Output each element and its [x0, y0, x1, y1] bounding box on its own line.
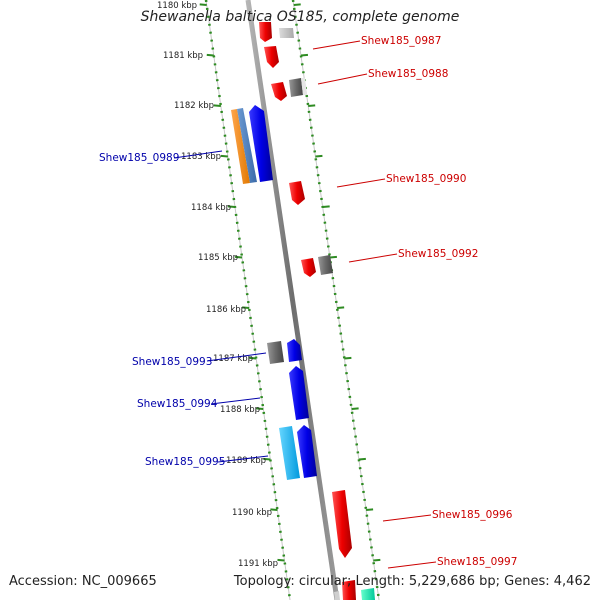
- scale-tick-mark: [308, 104, 316, 107]
- scale-tick-label: 1180 kbp: [157, 1, 197, 11]
- scale-tick-mark: [249, 356, 257, 360]
- genome-backbone: [245, 0, 340, 600]
- scale-tick-mark: [242, 306, 250, 309]
- scale-tick-label: 1184 kbp: [191, 203, 231, 213]
- gene-label[interactable]: Shew185_0989: [99, 152, 179, 164]
- gene-feature-shew185-0987[interactable]: [264, 46, 279, 68]
- scale-tick-mark: [220, 154, 228, 158]
- leader-lines: [173, 40, 437, 569]
- gene-label[interactable]: Shew185_0987: [361, 35, 441, 47]
- gene-label[interactable]: Shew185_0992: [398, 248, 478, 260]
- scale-tick-mark: [300, 53, 309, 57]
- scale-tick-mark: [199, 3, 207, 6]
- scale-tick-mark: [206, 53, 214, 57]
- scale-tick-mark: [293, 3, 301, 6]
- scale-tick-label: 1187 kbp: [213, 354, 253, 364]
- gene-feature-shew185-0994[interactable]: [289, 366, 309, 420]
- gene-feature-red[interactable]: [259, 22, 272, 42]
- scale-tick-mark: [344, 356, 352, 360]
- gene-feature-shew185-0997[interactable]: [342, 580, 356, 600]
- scale-ticks-right: [293, 3, 381, 562]
- scale-tick-mark: [213, 104, 221, 107]
- gene-label[interactable]: Shew185_0993: [132, 356, 212, 368]
- scale-tick-mark: [358, 457, 366, 461]
- genome-title: Shewanella baltica OS185, complete genom…: [140, 9, 460, 25]
- scale-tick-mark: [270, 508, 278, 511]
- scale-tick-mark: [366, 508, 374, 511]
- scale-tick-label: 1186 kbp: [206, 305, 246, 315]
- accession-label: Accession: NC_009665: [9, 574, 157, 589]
- gene-feature-shew185-0995[interactable]: [279, 426, 300, 480]
- scale-ticks-left: [199, 3, 285, 562]
- scale-tick-mark: [315, 154, 323, 158]
- gene-feature-lightgray[interactable]: [301, 78, 307, 95]
- gene-label[interactable]: Shew185_0990: [386, 173, 466, 185]
- scale-tick-mark: [337, 306, 345, 309]
- genome-summary: Topology: circular; Length: 5,229,686 bp…: [233, 574, 591, 589]
- gene-label[interactable]: Shew185_0997: [437, 556, 517, 568]
- scale-tick-mark: [277, 558, 285, 562]
- scale-tick-mark: [227, 205, 236, 208]
- gene-label[interactable]: Shew185_0996: [432, 509, 513, 521]
- gene-feature-blue[interactable]: [297, 425, 317, 478]
- gene-feature-lightgray[interactable]: [279, 28, 294, 38]
- scale-tick-label: 1181 kbp: [163, 51, 203, 61]
- scale-tick-mark: [373, 558, 381, 562]
- scale-tick-label: 1185 kbp: [198, 253, 238, 263]
- gene-feature-shew185-0990[interactable]: [289, 181, 305, 205]
- gene-feature-red[interactable]: [271, 82, 287, 101]
- scale-tick-mark: [234, 255, 243, 259]
- scale-tick-mark: [263, 457, 271, 461]
- gene-feature-lightgray[interactable]: [334, 591, 340, 600]
- gene-feature-teal[interactable]: [361, 588, 375, 600]
- gene-feature-blue[interactable]: [249, 105, 273, 182]
- scale-tick-label: 1183 kbp: [181, 152, 221, 162]
- gene-feature-shew185-0996[interactable]: [332, 490, 352, 558]
- scale-tick-label: 1182 kbp: [174, 101, 214, 111]
- scale-track-right: [291, 0, 381, 600]
- gene-label[interactable]: Shew185_0988: [368, 68, 448, 80]
- gene-feature-shew185-0992[interactable]: [318, 255, 333, 275]
- scale-track-left: [204, 0, 292, 600]
- gene-label[interactable]: Shew185_0994: [137, 398, 218, 410]
- scale-tick-mark: [329, 255, 337, 259]
- scale-tick-mark: [351, 407, 359, 410]
- scale-tick-label: 1191 kbp: [238, 559, 278, 569]
- scale-tick-label: 1188 kbp: [220, 405, 260, 415]
- scale-tick-mark: [322, 205, 330, 208]
- scale-tick-label: 1190 kbp: [232, 508, 272, 518]
- gene-label[interactable]: Shew185_0995: [145, 456, 225, 468]
- scale-tick-label: 1189 kbp: [226, 456, 266, 466]
- scale-tick-mark: [256, 407, 264, 410]
- gene-feature-shew185-0989[interactable]: [231, 109, 250, 184]
- gene-feature-blue[interactable]: [287, 339, 302, 362]
- gene-feature-steel[interactable]: [237, 108, 257, 183]
- gene-feature-shew185-0993[interactable]: [267, 341, 284, 364]
- gene-feature-shew185-0988[interactable]: [289, 78, 303, 97]
- gene-feature-red[interactable]: [301, 258, 316, 277]
